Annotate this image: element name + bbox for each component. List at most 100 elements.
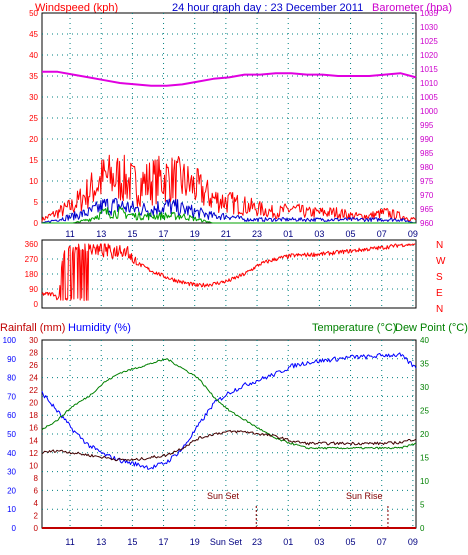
humidity-axis-label: Humidity (%) <box>68 322 131 334</box>
rainfall-axis-label: Rainfall (mm) <box>0 322 65 334</box>
barometer-tick-label: 1020 <box>420 51 438 60</box>
temperature-tick-label: 40 <box>420 336 429 345</box>
compass-label: N <box>436 304 443 315</box>
windspeed-tick-label: 40 <box>29 51 38 60</box>
barometer-tick-label: 995 <box>420 121 434 130</box>
wind-x-tick-label: 07 <box>377 229 387 239</box>
wind-x-tick-label: 01 <box>283 229 293 239</box>
windspeed-tick-label: 0 <box>34 219 39 228</box>
climate-x-tick-label: 19 <box>190 537 200 547</box>
chart-title: 24 hour graph day : 23 December 2011 <box>172 2 363 14</box>
rain-tick-label: 10 <box>29 461 38 470</box>
climate-x-tick-label: 09 <box>408 537 418 547</box>
rain-tick-label: 8 <box>34 474 39 483</box>
barometer-tick-label: 960 <box>420 219 434 228</box>
rain-tick-label: 6 <box>34 486 39 495</box>
humidity-tick-label: 100 <box>3 336 17 345</box>
wind-x-tick-label: 03 <box>314 229 324 239</box>
rain-tick-label: 14 <box>29 436 38 445</box>
windspeed-tick-label: 10 <box>29 177 38 186</box>
rain-tick-label: 30 <box>29 336 38 345</box>
direction-tick-label: 360 <box>25 240 39 249</box>
humidity-tick-label: 50 <box>7 430 16 439</box>
humidity-tick-label: 20 <box>7 486 16 495</box>
windspeed-tick-label: 35 <box>29 72 38 81</box>
barometer-line <box>42 70 417 87</box>
humidity-tick-label: 80 <box>7 374 16 383</box>
wind-panel-frame <box>41 12 417 224</box>
rain-tick-label: 28 <box>29 349 38 358</box>
climate-x-tick-label: Sun Set <box>210 537 243 547</box>
climate-panel-frame <box>41 339 417 529</box>
min-wind-line <box>42 206 416 224</box>
windspeed-tick-label: 50 <box>29 9 38 18</box>
rain-tick-label: 4 <box>34 499 39 508</box>
windspeed-tick-label: 30 <box>29 93 38 102</box>
wind-x-tick-label: 05 <box>346 229 356 239</box>
humidity-tick-label: 30 <box>7 468 16 477</box>
humidity-tick-label: 40 <box>7 449 16 458</box>
rain-tick-label: 16 <box>29 424 38 433</box>
barometer-tick-label: 970 <box>420 191 434 200</box>
temperature-tick-label: 0 <box>420 524 425 533</box>
average-wind-line <box>41 197 417 224</box>
climate-x-tick-label: 01 <box>283 537 293 547</box>
humidity-tick-label: 60 <box>7 411 16 420</box>
climate-x-tick-label: 05 <box>346 537 356 547</box>
barometer-tick-label: 990 <box>420 135 434 144</box>
direction-tick-label: 270 <box>25 255 39 264</box>
temperature-tick-label: 30 <box>420 383 429 392</box>
temperature-tick-label: 5 <box>420 501 425 510</box>
compass-label: W <box>436 256 446 267</box>
climate-x-tick-label: 13 <box>96 537 106 547</box>
barometer-tick-label: 1030 <box>420 23 438 32</box>
wind-x-tick-label: 23 <box>252 229 262 239</box>
direction-tick-label: 180 <box>25 270 39 279</box>
temperature-tick-label: 35 <box>420 360 429 369</box>
rain-tick-label: 12 <box>29 449 38 458</box>
humidity-line <box>41 352 417 470</box>
barometer-tick-label: 1005 <box>420 93 438 102</box>
sunset-annotation: Sun Set <box>207 491 240 501</box>
climate-x-tick-label: 07 <box>377 537 387 547</box>
temperature-axis-label: Temperature (°C) <box>312 322 396 334</box>
rain-tick-label: 24 <box>29 374 38 383</box>
rain-tick-label: 2 <box>34 511 39 520</box>
temperature-tick-label: 25 <box>420 407 429 416</box>
wind-x-tick-label: 09 <box>408 229 418 239</box>
barometer-tick-label: 1015 <box>420 65 438 74</box>
windspeed-tick-label: 5 <box>34 198 39 207</box>
windspeed-tick-label: 45 <box>29 30 38 39</box>
barometer-tick-label: 1025 <box>420 37 438 46</box>
compass-label: N <box>436 240 443 251</box>
rain-tick-label: 26 <box>29 361 38 370</box>
climate-x-tick-label: 23 <box>252 537 262 547</box>
dewpoint-line <box>41 429 417 462</box>
barometer-tick-label: 965 <box>420 205 434 214</box>
rain-tick-label: 22 <box>29 386 38 395</box>
wind-x-tick-label: 21 <box>221 229 231 239</box>
wind-x-tick-label: 11 <box>65 229 74 239</box>
temperature-line <box>41 358 417 450</box>
humidity-tick-label: 0 <box>12 524 17 533</box>
wind-x-tick-label: 17 <box>159 229 169 239</box>
wind-direction-line <box>41 243 416 302</box>
temperature-tick-label: 20 <box>420 430 429 439</box>
barometer-tick-label: 1000 <box>420 107 438 116</box>
barometer-tick-label: 975 <box>420 177 434 186</box>
windspeed-tick-label: 15 <box>29 156 38 165</box>
climate-x-tick-label: 11 <box>65 537 74 547</box>
direction-tick-label: 0 <box>34 300 39 309</box>
humidity-tick-label: 90 <box>7 355 16 364</box>
temperature-tick-label: 15 <box>420 454 429 463</box>
wind-x-tick-label: 19 <box>190 229 200 239</box>
windspeed-tick-label: 25 <box>29 114 38 123</box>
wind-x-tick-label: 15 <box>127 229 137 239</box>
wind-x-tick-label: 13 <box>96 229 106 239</box>
windspeed-tick-label: 20 <box>29 135 38 144</box>
climate-x-tick-label: 17 <box>159 537 169 547</box>
barometer-tick-label: 985 <box>420 149 434 158</box>
temperature-tick-label: 10 <box>420 477 429 486</box>
sunrise-annotation: Sun Rise <box>346 491 383 501</box>
